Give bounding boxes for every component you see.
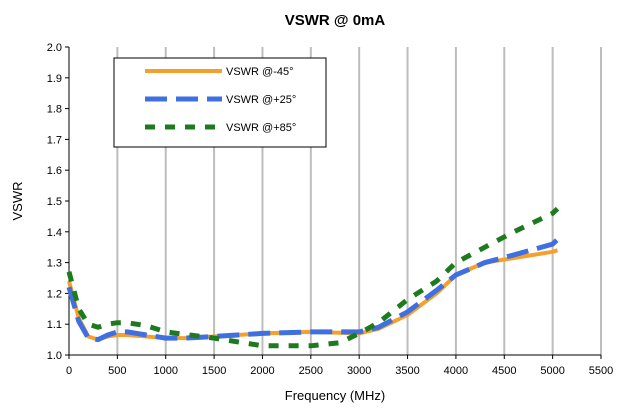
legend-label: VSWR @+25° [226,94,296,106]
x-tick-label: 5000 [540,365,564,377]
y-tick-label: 1.8 [47,104,62,116]
x-tick-label: 0 [66,365,72,377]
y-tick-label: 1.0 [47,350,62,362]
legend-label: VSWR @-45° [226,66,294,78]
x-tick-label: 3500 [395,365,419,377]
x-tick-label: 2500 [299,365,323,377]
y-tick-label: 1.6 [47,165,62,177]
x-tick-label: 4500 [492,365,516,377]
y-tick-label: 1.5 [47,196,62,208]
y-tick-label: 1.2 [47,288,62,300]
y-axis-label: VSWR [10,182,25,221]
y-tick-label: 1.1 [47,319,62,331]
y-tick-label: 1.3 [47,258,62,270]
x-tick-label: 2000 [250,365,274,377]
legend: VSWR @-45° VSWR @+25° VSWR @+85° [113,57,327,148]
x-tick-label: 5500 [589,365,613,377]
series-line [66,206,560,349]
x-axis-label: Frequency (MHz) [285,388,385,403]
x-tick-label: 3000 [347,365,371,377]
axis-layer: 1.0 1.1 1.2 1.3 1.4 1.5 1.6 1.7 1.8 1.9 2.0 0 500 100… [47,42,614,377]
series-layer [66,206,560,349]
y-tick-label: 2.0 [47,42,62,54]
legend-label: VSWR @+85° [226,122,296,134]
chart-title: VSWR @ 0mA [285,12,386,29]
y-tick-label: 1.9 [47,73,62,85]
x-tick-label: 1500 [202,365,226,377]
x-tick-label: 4000 [444,365,468,377]
series-line [66,237,560,343]
x-tick-label: 1000 [153,365,177,377]
y-tick-label: 1.4 [47,227,62,239]
x-tick-label: 500 [108,365,126,377]
y-tick-label: 1.7 [47,134,62,146]
